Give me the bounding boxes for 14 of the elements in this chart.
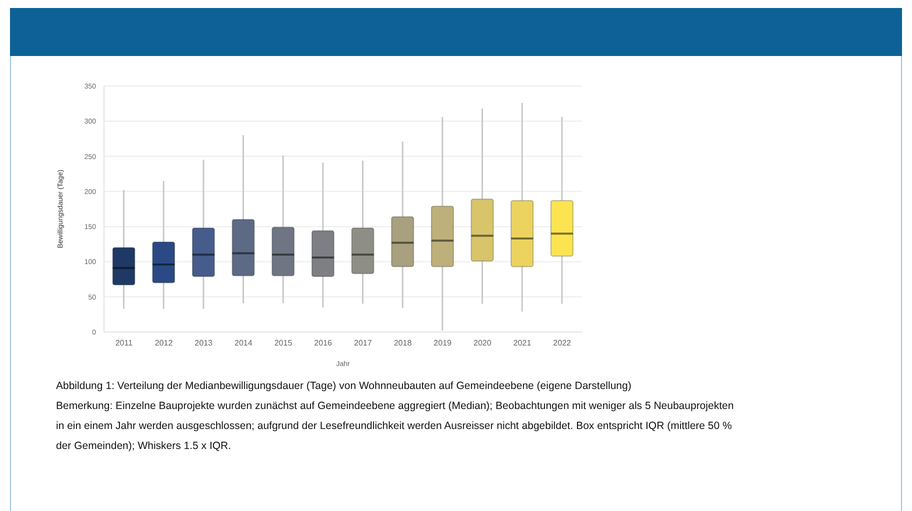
x-tick-label: 2015 [274,338,293,348]
text: Bemerkung: Einzelne Bauprojekte wurden zunächst auf Gemeindeebene aggregiert (Median); Beobachtungen mit weniger als 5 Neubauprojekten in ein einem Jahr werden ausgeschlossen; aufgrund der Lesefreundlichkeit werden Ausreisser nicht abgebildet. Box entspricht IQR (mittlere 50 % der Gemeinden); Whiskers 1.5 x IQR. [56,399,735,454]
x-tick-label: 2014 [234,338,253,348]
x-tick-label: 2020 [474,338,492,348]
text: Abbildung 1: Verteilung der Medianbewilligungsdauer (Tage) von Wohnneubauten auf Gemeindeebene (eigene Darstellung) [56,379,632,394]
x-tick-label: 2013 [194,338,214,348]
x-tick-label: 2018 [394,338,412,348]
x-tick-label: 2012 [154,338,174,348]
x-tick-label: 2011 [115,338,134,348]
x-tick-label: 2016 [314,338,333,348]
x-tick-label: 2022 [553,338,572,348]
x-tick-label: 2019 [434,338,452,348]
x-tick-label: 2021 [513,338,532,348]
x-tick-label: 2017 [354,338,372,348]
